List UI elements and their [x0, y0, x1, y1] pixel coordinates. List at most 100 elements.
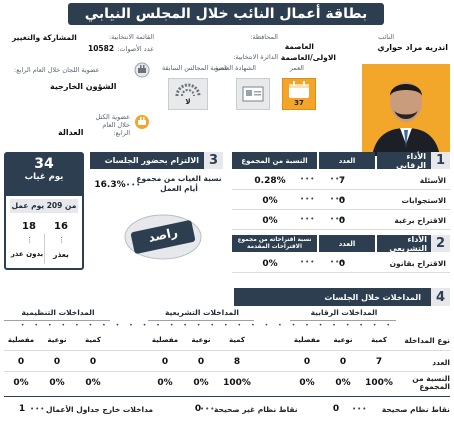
sub-header: نوعية	[333, 336, 353, 344]
footer-label: نقاط نظام غير صحيحة	[214, 404, 298, 414]
bloc-label: عضوية الكتل خلال العام الرابع:	[95, 113, 131, 137]
without-excuse-value: 18	[22, 220, 36, 232]
ratio-cell: 100%	[223, 378, 251, 388]
row-count-label: العدد	[432, 357, 450, 367]
attendance-title: الالتزام بحضور الجلسات	[90, 152, 204, 169]
sub-header: نوعية	[191, 336, 211, 344]
row-label: الأسئلة	[419, 176, 446, 185]
sub-header: كمية	[85, 336, 101, 344]
count-cell: 0	[303, 357, 311, 367]
group-legislative: المداخلات التشريعية	[165, 308, 239, 317]
parliament-icon	[175, 83, 201, 97]
absence-days-label: يوم غياب	[24, 172, 64, 182]
dots-icon: •••	[300, 215, 316, 223]
row-count: 0	[338, 258, 346, 269]
votes-value: 10582	[88, 44, 115, 53]
row-label: الاقتراح بقانون	[389, 259, 446, 268]
dots-icon: •••	[330, 258, 346, 266]
rased-badge: راصد	[122, 212, 204, 262]
interventions-number: 4	[431, 288, 450, 306]
prev-councils-value: لا	[185, 98, 191, 106]
count-cell: 0	[89, 357, 97, 367]
district-label: الدائرة الانتخابية:	[233, 53, 278, 61]
ratio-cell: 0%	[193, 378, 209, 388]
count-cell: 7	[375, 357, 383, 367]
row-ratio: 0%	[262, 215, 278, 226]
table-row: الاستجوابات 0 0%	[232, 191, 450, 210]
row-label: الاقتراح برغبة	[394, 216, 446, 225]
dots-icon: •••	[300, 195, 316, 203]
table-row: الاقتراح بقانون 0 0%	[232, 254, 450, 273]
degree-label: الشهادة العلمية	[214, 64, 256, 72]
dots-icon: •••	[300, 175, 316, 183]
row-type-label: نوع المداخلة	[404, 335, 450, 345]
divider	[290, 320, 396, 321]
legislative-count-header: العدد	[319, 235, 375, 252]
oversight-title: الأداء الرقابي	[377, 152, 431, 170]
ratio-cell: 0%	[13, 378, 29, 388]
legislative-number: 2	[431, 235, 450, 252]
dots-icon: ⋮	[26, 236, 33, 244]
dots-icon: •••	[330, 175, 346, 183]
oversight-ratio-header: النسبة من المجموع	[232, 152, 317, 169]
ratio-cell: 0%	[335, 378, 351, 388]
interventions-title: المداخلات خلال الجلسات	[234, 288, 431, 306]
count-cell: 8	[233, 357, 241, 367]
prev-councils-tile: لا	[168, 78, 208, 110]
ratio-cell: 0%	[157, 378, 173, 388]
committee-value: الشؤون الخارجية	[50, 82, 117, 91]
divider	[44, 234, 45, 264]
absence-days: 34	[34, 156, 54, 172]
row-ratio: 0%	[262, 195, 278, 206]
dots-icon: ⋮	[58, 236, 65, 244]
sub-header: نوعية	[47, 336, 67, 344]
oversight-number: 1	[431, 152, 450, 169]
count-cell: 0	[17, 357, 25, 367]
name-label: النائب	[378, 33, 394, 41]
ratio-cell: 0%	[85, 378, 101, 388]
footer-value: 0	[332, 404, 340, 414]
ratio-cell: 100%	[365, 378, 393, 388]
bloc-icon	[134, 114, 150, 130]
district-value: الاولى/العاصمة	[280, 53, 336, 62]
divider	[4, 350, 450, 351]
dots-icon: •••	[330, 215, 346, 223]
without-excuse-label: بدون عذر	[10, 250, 44, 258]
page-title: بطاقة أعمال النائب خلال المجلس النيابي ا…	[68, 3, 384, 44]
dots-icon: •••	[200, 405, 216, 413]
with-excuse-value: 16	[54, 220, 68, 232]
count-cell: 0	[161, 357, 169, 367]
list-value: المشاركة والتغيير	[12, 33, 77, 42]
working-days-label: من 209 يوم عمل	[10, 199, 78, 213]
portrait-icon	[362, 64, 450, 156]
count-cell: 0	[197, 357, 205, 367]
dots-icon: ••••••••••••••••••••••••••••••••	[12, 322, 400, 329]
divider	[4, 396, 450, 397]
absence-header: 34 يوم غياب	[6, 154, 82, 196]
dots-icon: •••	[330, 195, 346, 203]
footer-label: نقاط نظام صحيحة	[381, 404, 450, 414]
legislative-title: الأداء التشريعي	[377, 235, 431, 253]
certificate-icon	[242, 86, 264, 102]
row-count: 7	[338, 175, 346, 186]
age-tile: 37	[282, 78, 316, 110]
row-ratio: 0.28%	[254, 175, 286, 186]
footer-label: مداخلات خارج جداول الأعمال	[46, 404, 154, 414]
dots-icon: •••	[300, 258, 316, 266]
dots-icon: •••	[352, 405, 368, 413]
ratio-cell: 0%	[299, 378, 315, 388]
bloc-value: العدالة	[58, 128, 84, 137]
row-ratio-label: النسبة من المجموع	[412, 374, 450, 391]
with-excuse-label: بعذر	[53, 249, 69, 259]
dots-icon: •••	[126, 181, 142, 189]
absence-ratio-value: 16.3%	[94, 180, 126, 190]
divider	[148, 320, 254, 321]
mp-photo	[362, 64, 450, 156]
absence-ratio-label: نسبة الغياب من مجموع أيام العمل	[136, 174, 222, 193]
group-organizational: المداخلات التنظيمية	[21, 308, 95, 317]
sub-header: مفصلية	[293, 336, 321, 344]
mp-name: اندريه مراد حواري	[377, 43, 448, 52]
group-oversight: المداخلات الرقابية	[310, 308, 378, 317]
age-label: العمر	[289, 64, 304, 72]
divider	[4, 320, 110, 321]
